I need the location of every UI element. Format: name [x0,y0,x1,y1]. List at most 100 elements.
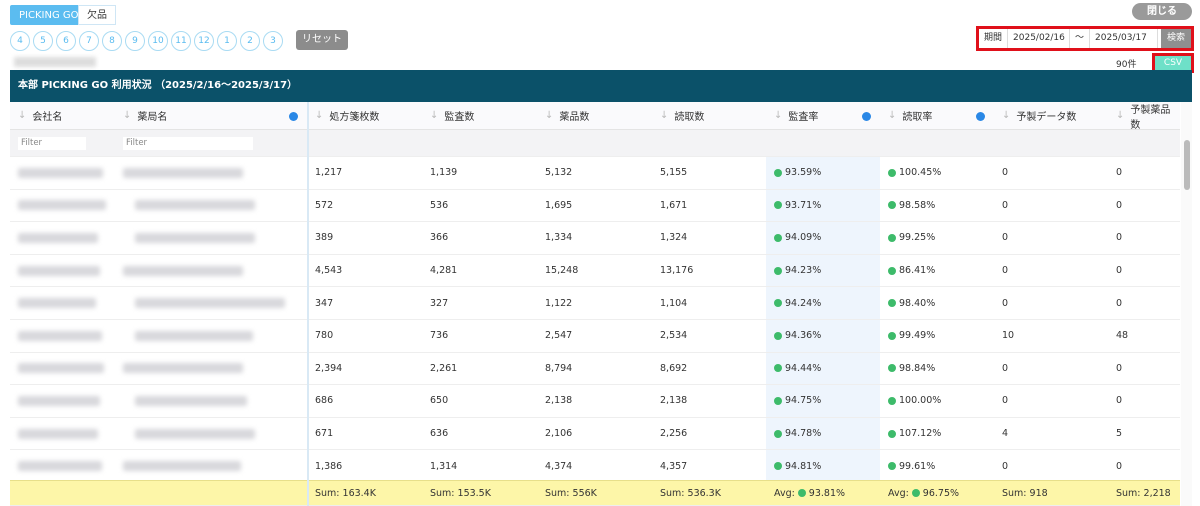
cell-value: 98.40% [899,297,936,309]
month-button[interactable]: 4 [10,31,30,51]
data-cell: 650 [422,385,537,417]
column-header[interactable]: ↓ 会社名 [10,102,115,129]
close-button[interactable]: 閉じる [1132,3,1192,20]
column-header-label: 読取数 [674,112,705,123]
cell-value: 636 [430,428,449,440]
status-dot-icon [774,201,782,210]
data-cell: 4 [994,418,1108,450]
month-button[interactable]: 1 [217,31,237,51]
redacted-text [135,395,247,406]
column-header[interactable]: ↓ 監査数 [422,102,537,129]
sort-arrow-icon[interactable]: ↓ [18,110,27,121]
tab-shortage[interactable]: 欠品 [78,5,116,25]
cell-value: 94.23% [785,265,822,277]
summary-cell: Avg: 93.81% [766,481,880,505]
month-button[interactable]: 2 [240,31,260,51]
column-header[interactable]: ↓ 読取数 [652,102,766,129]
column-header[interactable]: ↓ 予製薬品数 [1108,102,1180,131]
cell-value: 98.58% [899,199,936,211]
data-cell: 4,357 [652,450,766,482]
redacted-text [18,265,100,276]
data-cell: 0 [1108,157,1180,189]
status-dot-icon [888,266,896,275]
data-cell: 0 [994,190,1108,222]
month-button[interactable]: 3 [263,31,283,51]
data-cell: 8,692 [652,353,766,385]
data-cell: 0 [1108,353,1180,385]
date-to-input[interactable]: 2025/03/17 [1090,29,1159,48]
info-icon[interactable] [289,112,298,121]
csv-button[interactable]: CSV [1155,56,1191,70]
column-header[interactable]: ↓ 薬局名 [115,102,307,129]
sort-arrow-icon[interactable]: ↓ [123,110,132,121]
sort-arrow-icon[interactable]: ↓ [545,110,554,121]
cell-value: 5,132 [545,167,573,179]
data-cell: 2,534 [652,320,766,352]
date-from-input[interactable]: 2025/02/16 [1008,29,1071,48]
cell-value: 1,695 [545,199,573,211]
cell-value: 4,543 [315,265,343,277]
redacted-label [14,57,96,67]
company-name-cell [10,385,115,417]
column-header[interactable]: ↓ 予製データ数 [994,102,1108,129]
header-row: ↓ 会社名 ↓ 薬局名 ↓ 処方箋枚数 ↓ 監査数 ↓ 薬品数 ↓ 読取数 ↓ 監査率 ↓ 読取率 ↓ 予製データ… [10,102,1180,131]
scrollbar-thumb[interactable] [1184,140,1190,190]
cell-value: 780 [315,330,334,342]
cell-value: 0 [1116,167,1123,179]
data-cell: 98.58% [880,190,994,222]
month-button[interactable]: 9 [125,31,145,51]
month-button[interactable]: 10 [148,31,168,51]
column-header[interactable]: ↓ 監査率 [766,102,880,129]
status-dot-icon [911,489,920,497]
data-cell: 1,139 [422,157,537,189]
column-header[interactable]: ↓ 薬品数 [537,102,652,129]
column-header[interactable]: ↓ 読取率 [880,102,994,129]
pharmacy-name-cell [115,320,307,352]
data-cell: 780 [307,320,422,352]
month-button[interactable]: 12 [194,31,214,51]
cell-value: 347 [315,297,334,309]
month-button[interactable]: 7 [79,31,99,51]
search-button[interactable]: 検索 [1160,29,1191,48]
filter-cell: Filter [10,130,115,156]
summary-cell: Avg: 96.75% [880,481,994,505]
reset-button[interactable]: リセット [296,30,348,50]
data-cell: 0 [1108,287,1180,319]
cell-value: 94.36% [785,330,822,342]
cell-value: 2,394 [315,362,343,374]
month-button[interactable]: 11 [171,31,191,51]
sort-arrow-icon[interactable]: ↓ [1002,110,1011,121]
scrollbar[interactable] [1181,102,1192,506]
month-button[interactable]: 6 [56,31,76,51]
cell-value: 1,139 [430,167,458,179]
cell-value: 0 [1116,395,1123,407]
sort-arrow-icon[interactable]: ↓ [1116,110,1125,121]
month-button[interactable]: 8 [102,31,122,51]
column-header[interactable]: ↓ 処方箋枚数 [307,102,422,129]
filter-input[interactable]: Filter [18,136,86,150]
data-cell: 94.36% [766,320,880,352]
filter-input[interactable]: Filter [123,136,253,150]
sort-arrow-icon[interactable]: ↓ [315,110,324,121]
tab-picking-go[interactable]: PICKING GO [10,5,88,25]
summary-value: Sum: 918 [1002,487,1048,499]
summary-cell: Sum: 918 [994,481,1108,505]
column-header-label: 会社名 [32,112,63,123]
info-icon[interactable] [976,112,985,121]
data-cell: 1,314 [422,450,537,482]
cell-value: 99.61% [899,460,936,472]
table-row: 572 536 1,695 1,671 93.71% 98.58% 0 0 [10,190,1180,223]
sort-arrow-icon[interactable]: ↓ [430,110,439,121]
table-row: 389 366 1,334 1,324 94.09% 99.25% 0 0 [10,222,1180,255]
data-cell: 1,122 [537,287,652,319]
cell-value: 2,534 [660,330,688,342]
sort-arrow-icon[interactable]: ↓ [774,110,783,121]
summary-value: Sum: 556K [545,487,597,499]
data-cell: 0 [994,255,1108,287]
month-button[interactable]: 5 [33,31,53,51]
cell-value: 0 [1002,167,1009,179]
sort-arrow-icon[interactable]: ↓ [888,110,897,121]
cell-value: 2,261 [430,362,458,374]
sort-arrow-icon[interactable]: ↓ [660,110,669,121]
info-icon[interactable] [862,112,871,121]
